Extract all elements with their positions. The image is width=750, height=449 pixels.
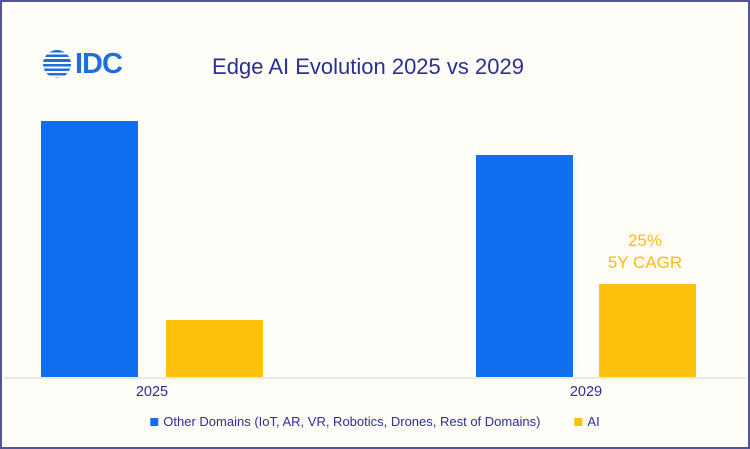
bar-2029-ai [599, 284, 696, 379]
legend-swatch-ai [574, 417, 583, 426]
legend-label-other-domains: Other Domains (IoT, AR, VR, Robotics, Dr… [163, 414, 541, 429]
legend-label-ai: AI [587, 414, 600, 429]
cagr-annotation-line2: 5Y CAGR [607, 253, 683, 272]
x-axis-line [4, 377, 746, 379]
legend-item-other-domains: Other Domains (IoT, AR, VR, Robotics, Dr… [150, 414, 540, 429]
idc-logo: IDC [43, 48, 123, 80]
chart-title: Edge AI Evolution 2025 vs 2029 [212, 54, 524, 79]
x-tick-label-2029: 2029 [569, 384, 603, 400]
cagr-annotation: 25% 5Y CAGR [608, 230, 682, 274]
x-tick-label-2025: 2025 [135, 384, 169, 400]
cagr-annotation-line1: 25% [627, 231, 663, 250]
idc-globe-icon [43, 50, 71, 78]
legend-item-ai: AI [574, 414, 600, 429]
legend: Other Domains (IoT, AR, VR, Robotics, Dr… [150, 414, 600, 429]
idc-logo-text: IDC [75, 48, 123, 80]
legend-swatch-other-domains [150, 417, 159, 426]
bar-2029-other-domains [476, 155, 573, 379]
bar-2025-ai [166, 320, 263, 379]
bar-2025-other-domains [41, 121, 138, 379]
